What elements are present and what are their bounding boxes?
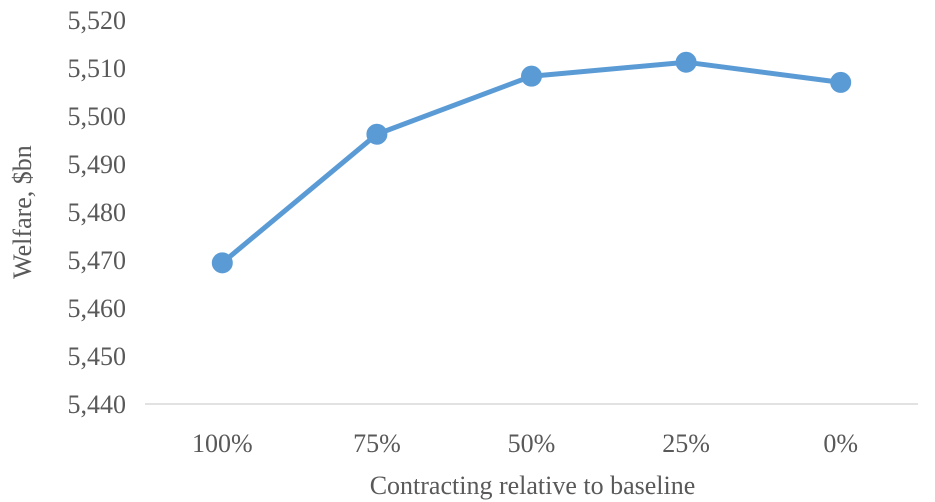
data-point (211, 252, 233, 274)
data-point (675, 51, 697, 73)
x-axis-tick-labels: 100% 75% 50% 25% 0% (192, 429, 858, 458)
data-point (366, 123, 388, 145)
x-axis-title: Contracting relative to baseline (370, 471, 696, 500)
y-axis-tick-labels: 5,440 5,450 5,460 5,470 5,480 5,490 5,500 5,510… (68, 6, 127, 419)
data-points (211, 51, 852, 274)
y-tick-label: 5,520 (68, 6, 127, 35)
y-tick-label: 5,510 (68, 54, 127, 83)
y-tick-label: 5,470 (68, 246, 127, 275)
y-tick-label: 5,500 (68, 102, 127, 131)
x-tick-label: 50% (508, 429, 556, 458)
x-tick-label: 0% (823, 429, 858, 458)
y-tick-label: 5,460 (68, 294, 127, 323)
x-tick-label: 100% (192, 429, 253, 458)
y-axis-title: Welfare, $bn (8, 145, 37, 279)
y-tick-label: 5,490 (68, 150, 127, 179)
y-tick-label: 5,450 (68, 342, 127, 371)
y-tick-label: 5,440 (68, 390, 127, 419)
series-line (219, 59, 844, 266)
data-point (521, 65, 542, 87)
x-tick-label: 75% (353, 429, 401, 458)
data-point (830, 71, 852, 93)
y-tick-label: 5,480 (68, 198, 127, 227)
x-tick-label: 25% (662, 429, 710, 458)
